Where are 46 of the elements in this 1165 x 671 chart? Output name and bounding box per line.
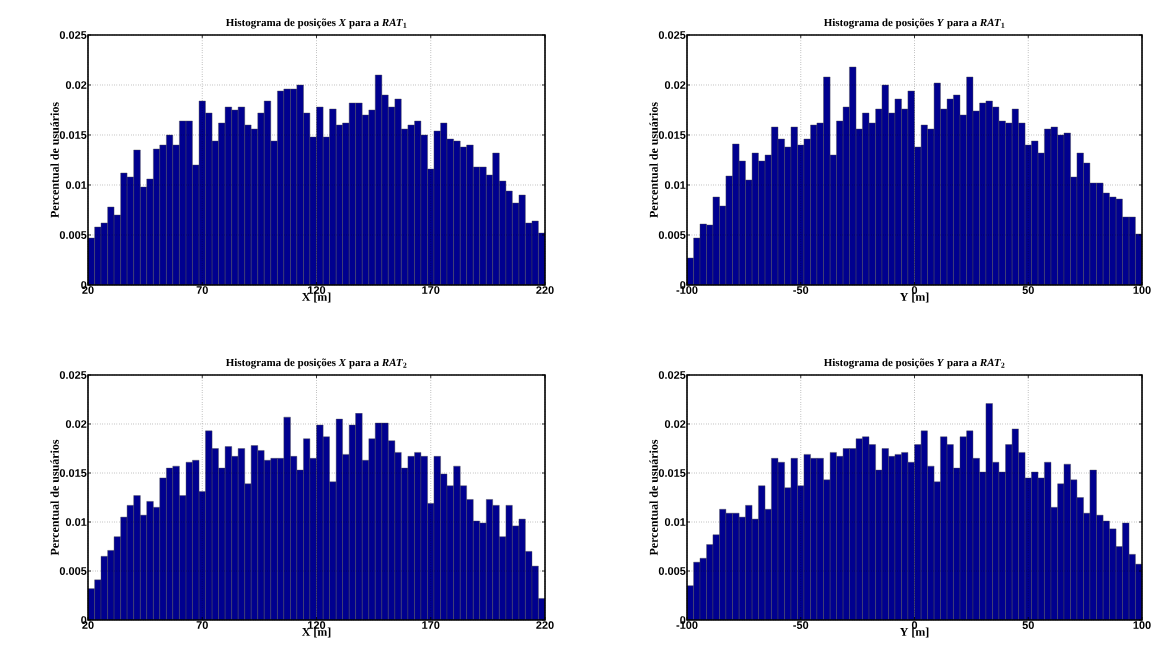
y-tick-label: 0.01 [65,518,87,526]
y-tick-label: 0.015 [59,469,87,477]
y-tick-label: 0.005 [658,231,686,239]
x-tick-label: 70 [196,621,208,629]
y-tick-label: 0.015 [658,131,686,139]
y-tick-label: 0.01 [65,181,87,189]
y-tick-label: 0.005 [59,231,87,239]
y-tick-label: 0.015 [658,469,686,477]
y-tick-label: 0.01 [664,181,686,189]
y-tick-label: 0.01 [664,518,686,526]
x-tick-label: 100 [1133,286,1151,294]
y-tick-label: 0.025 [59,31,87,39]
x-tick-label: -50 [793,621,809,629]
y-tick-label: 0.02 [65,420,87,428]
chart-title: Histograma de posições X para a RAT$_{1}$ [225,18,407,29]
y-tick-label: 0.025 [658,31,686,39]
x-tick-label: 220 [536,286,554,294]
x-axis-title: Y [m] [899,292,929,303]
x-axis-title: Y [m] [899,627,929,638]
x-tick-label: 170 [422,286,440,294]
y-axis-title: Percentual de usuários [649,102,658,218]
chart-title: Histograma de posições X para a RAT$_{2}$ [225,358,407,369]
y-tick-label: 0.02 [664,81,686,89]
chart-title: Histograma de posições Y para a RAT$_{2}$ [823,358,1005,369]
chart-title: Histograma de posições Y para a RAT$_{1}$ [823,18,1005,29]
y-axis-title: Percentual de usuários [50,439,59,556]
x-tick-label: 220 [536,621,554,629]
y-tick-label: 0.005 [658,567,686,575]
y-tick-label: 0.015 [59,131,87,139]
x-tick-label: 0 [911,621,918,629]
x-tick-label: 50 [1022,286,1034,294]
x-tick-label: 120 [308,621,326,629]
x-tick-label: 170 [422,621,440,629]
y-tick-label: 0.005 [59,567,87,575]
y-axis-title: Percentual de usuários [50,102,59,218]
y-tick-label: 0.025 [59,371,87,379]
y-axis-title: Percentual de usuários [649,439,658,556]
x-tick-label: 50 [1022,621,1034,629]
x-tick-label: 100 [1133,621,1151,629]
x-tick-label: 0 [911,286,918,294]
y-tick-label: 0.02 [664,420,686,428]
y-tick-label: 0.025 [658,371,686,379]
y-tick-label: 0.02 [65,81,87,89]
x-tick-label: 120 [308,286,326,294]
x-tick-label: -50 [793,286,809,294]
x-tick-label: 70 [196,286,208,294]
